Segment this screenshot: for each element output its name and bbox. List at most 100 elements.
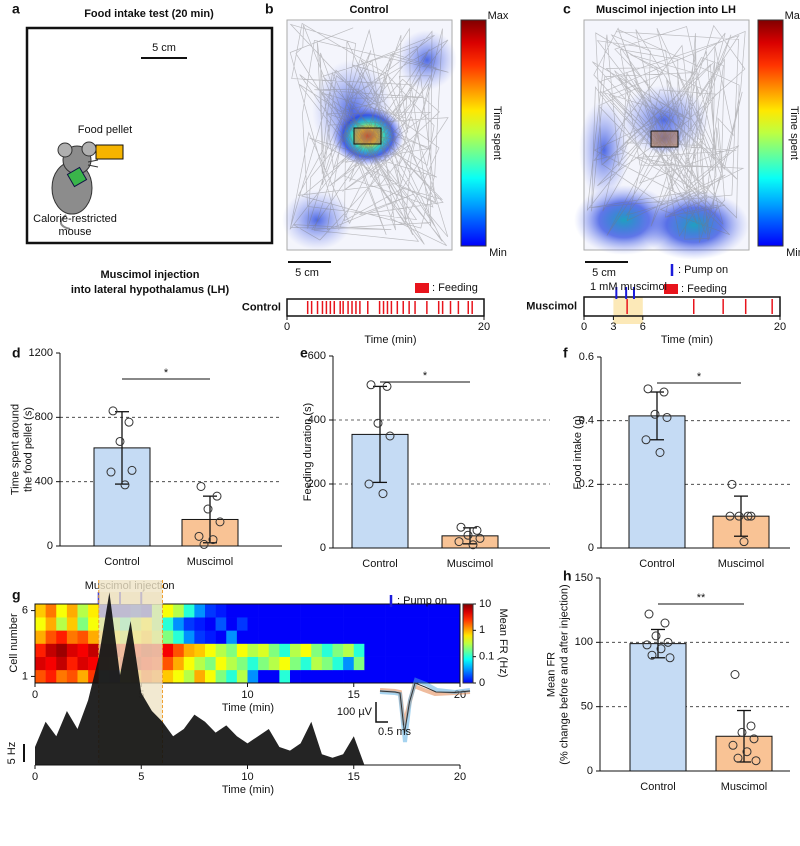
- trajectory: [586, 24, 746, 243]
- data-point: [663, 637, 673, 647]
- y-tick-label: 400: [308, 414, 326, 426]
- heatmap-cell: [279, 656, 291, 671]
- heatmap-cell: [194, 656, 206, 671]
- panel-title: Food intake test (20 min): [84, 8, 214, 20]
- data-point: [212, 491, 222, 501]
- heatmap-cell: [88, 643, 100, 657]
- scale-label: 5 Hz: [6, 742, 18, 765]
- heatmap-cell: [205, 669, 216, 684]
- y-tick-label: 1: [22, 670, 28, 682]
- colorbar-min: Min: [786, 247, 800, 259]
- heatmap-cell: [290, 630, 301, 644]
- heatmap-cell: [438, 656, 450, 671]
- heatmap-cell: [353, 630, 365, 644]
- heatmap-cell: [375, 656, 386, 671]
- panel-label: h: [563, 568, 572, 584]
- x-tick-label: 0: [284, 321, 290, 333]
- x-tick-label: Muscimol: [718, 558, 764, 570]
- caption: into lateral hypothalamus (LH): [71, 284, 230, 296]
- significance: **: [697, 592, 706, 604]
- heatmap-cell: [353, 617, 365, 631]
- y-tick-label: 6: [22, 604, 28, 616]
- heatmap-cell: [205, 630, 216, 644]
- heatmap-cell: [364, 669, 376, 684]
- heatmap-cell: [226, 604, 238, 618]
- raster-frame: [583, 296, 781, 317]
- raster-label: Control: [242, 301, 281, 313]
- x-tick-label: 20: [478, 321, 490, 333]
- heatmap-cell: [290, 617, 301, 631]
- panel-label: b: [265, 1, 274, 17]
- x-axis-label: Time (min): [222, 702, 274, 714]
- heatmap-cell: [66, 617, 78, 631]
- heatmap-cell: [353, 604, 365, 618]
- legend-label: : Pump on: [678, 264, 728, 276]
- heatmap-cell: [364, 643, 376, 657]
- trajectory: [289, 22, 449, 247]
- heatmap-cell: [385, 669, 397, 684]
- legend-swatch: [664, 284, 678, 294]
- heatmap-cell: [385, 630, 397, 644]
- heatmap-cell: [247, 656, 259, 671]
- mouse-label: mouse: [58, 226, 91, 238]
- heatmap-cell: [268, 656, 280, 671]
- y-tick-label: 0.2: [579, 478, 594, 490]
- heatmap-cell: [375, 643, 386, 657]
- heatmap-cell: [162, 617, 174, 631]
- heatmap-cell: [77, 604, 89, 618]
- heatmap-cell: [353, 643, 365, 657]
- heatmap-cell: [194, 669, 206, 684]
- heatmap-cell: [45, 630, 57, 644]
- heatmap-cell: [258, 656, 270, 671]
- heatmap-cell: [77, 617, 89, 631]
- panel-label: d: [12, 345, 21, 361]
- heatmap-cell: [438, 643, 450, 657]
- x-axis-label: Time (min): [364, 334, 416, 346]
- heatmap-cell: [268, 669, 280, 684]
- data-point: [749, 734, 759, 744]
- heatmap-cell: [258, 630, 270, 644]
- y-tick-label: 600: [308, 350, 326, 362]
- data-point: [655, 448, 665, 457]
- heatmap-cell: [66, 643, 78, 657]
- heatmap-cell: [438, 617, 450, 631]
- heatmap-cell: [417, 669, 429, 684]
- occupancy: [639, 190, 749, 260]
- legend-swatch: [415, 283, 429, 293]
- heatmap-cell: [353, 656, 365, 671]
- colorbar-max: Max: [785, 10, 800, 22]
- heatmap-cell: [183, 604, 195, 618]
- data-point: [650, 409, 660, 419]
- heatmap-cell: [300, 604, 312, 618]
- heatmap-cell: [332, 656, 344, 671]
- data-point: [373, 418, 383, 428]
- data-point: [199, 539, 209, 549]
- heatmap-cell: [162, 656, 174, 671]
- heatmap-cell: [56, 630, 68, 644]
- heatmap-cell: [183, 643, 195, 657]
- bar: [629, 643, 687, 772]
- heatmap-cell: [35, 669, 46, 684]
- heatmap-cell: [385, 604, 397, 618]
- heatmap-cell: [417, 630, 429, 644]
- x-tick-label: Muscimol: [447, 558, 493, 570]
- heatmap-cell: [428, 643, 440, 657]
- heatmap-cell: [396, 669, 408, 684]
- heatmap-cell: [343, 656, 355, 671]
- heatmap-cell: [205, 643, 216, 657]
- heatmap-cell: [183, 669, 195, 684]
- scale-label: 100 µV: [337, 706, 373, 718]
- heatmap-cell: [183, 617, 195, 631]
- data-point: [127, 465, 137, 475]
- colorbar: [462, 603, 474, 684]
- y-axis-label: Cell number: [8, 613, 20, 673]
- heatmap-cell: [311, 617, 323, 631]
- data-point: [656, 644, 666, 654]
- colorbar-tick-label: 10: [479, 598, 491, 610]
- data-point: [728, 740, 738, 750]
- heatmap-cell: [321, 604, 333, 618]
- x-tick-label: Muscimol: [187, 556, 233, 568]
- heatmap-cell: [258, 643, 270, 657]
- data-point: [643, 384, 653, 394]
- heatmap-cell: [449, 643, 461, 657]
